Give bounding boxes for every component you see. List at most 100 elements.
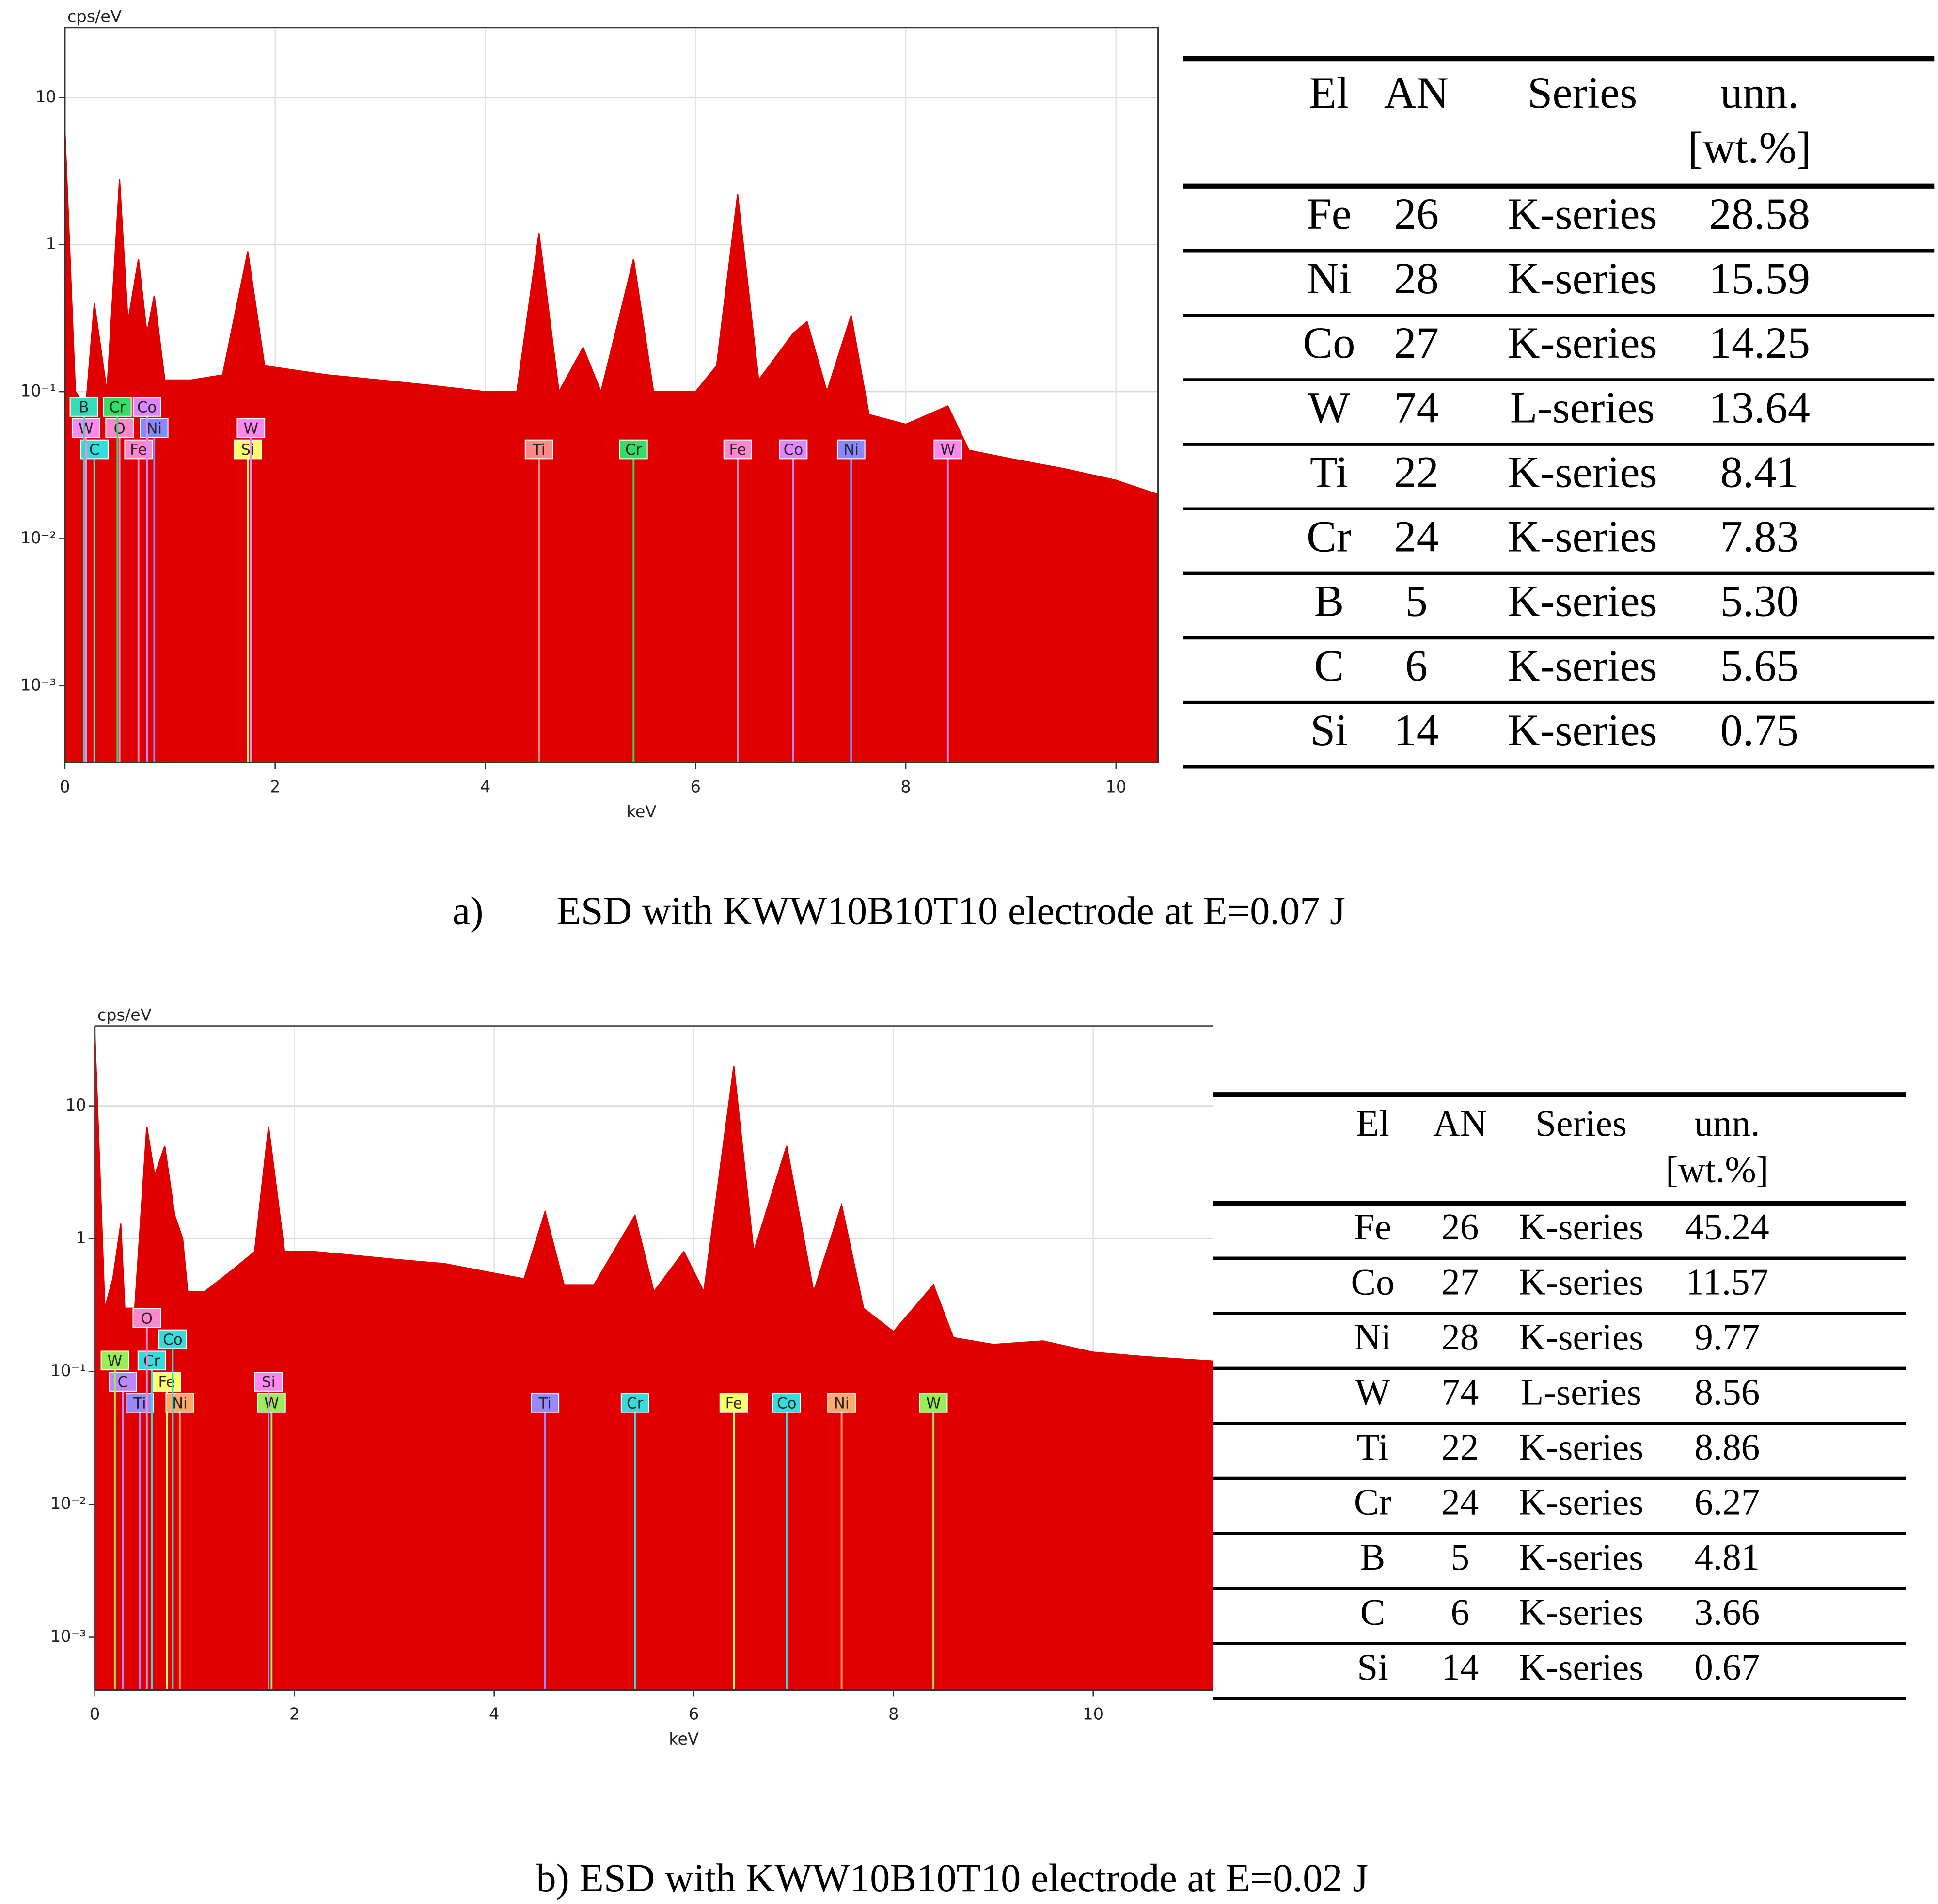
y-axis-label: cps/eV	[67, 7, 122, 26]
marker-box	[132, 1308, 161, 1328]
table-cell: 9.77	[1694, 1316, 1760, 1358]
marker-label: Co	[784, 441, 803, 459]
table-cell: 8.41	[1720, 447, 1799, 497]
marker-label: Ti	[538, 1395, 552, 1412]
marker-label: Co	[777, 1395, 796, 1412]
table-cell: K-series	[1519, 1591, 1643, 1633]
marker-label: Cr	[109, 399, 126, 416]
marker-box	[779, 439, 808, 460]
plot-frame	[64, 27, 1159, 763]
table-cell: Fe	[1307, 189, 1352, 239]
table-cell: K-series	[1508, 512, 1657, 562]
x-tick-label: 6	[689, 1705, 699, 1724]
marker-label: Ni	[843, 441, 859, 459]
table-cell: 4.81	[1694, 1536, 1760, 1578]
table-cell: K-series	[1519, 1426, 1643, 1468]
marker-box	[836, 439, 866, 460]
marker-box	[109, 1372, 137, 1392]
table-cell: 5.65	[1720, 641, 1799, 691]
table-cell: 24	[1394, 512, 1439, 562]
marker-box	[71, 418, 100, 438]
table-cell: 28.58	[1709, 189, 1810, 239]
table-cell: K-series	[1519, 1646, 1643, 1688]
table-header: El	[1356, 1102, 1389, 1144]
x-tick-label: 4	[489, 1705, 499, 1724]
table-cell: Si	[1310, 705, 1348, 755]
table-cell: K-series	[1519, 1316, 1643, 1358]
table-cell: 5	[1450, 1536, 1469, 1578]
table-cell: Si	[1357, 1646, 1388, 1688]
marker-box	[620, 1393, 649, 1413]
y-tick-label: 10⁻²	[50, 1494, 86, 1513]
marker-label: W	[108, 1352, 123, 1370]
table-cell: 5	[1405, 576, 1427, 626]
table-header: unn.	[1720, 68, 1799, 118]
table-cell: Fe	[1354, 1206, 1391, 1248]
marker-label: Si	[262, 1374, 275, 1391]
marker-box	[233, 439, 262, 460]
table-cell: 6	[1450, 1591, 1469, 1633]
x-tick-label: 0	[60, 777, 70, 796]
x-tick-label: 4	[480, 777, 490, 796]
marker-box	[103, 397, 132, 417]
y-tick-label: 1	[76, 1228, 86, 1247]
table-cell: Co	[1303, 318, 1355, 368]
marker-box	[919, 1393, 948, 1413]
x-tick-label: 10	[1106, 777, 1127, 796]
marker-box	[524, 439, 553, 460]
marker-box	[827, 1393, 856, 1413]
marker-label: B	[79, 399, 89, 416]
y-tick-label: 10	[65, 1095, 86, 1114]
marker-label: Cr	[627, 1395, 644, 1412]
marker-label: Fe	[729, 441, 746, 459]
table-cell: W	[1308, 382, 1351, 432]
table-cell: 26	[1394, 189, 1439, 239]
table-cell: 14.25	[1709, 318, 1810, 368]
table-cell: 28	[1394, 254, 1439, 303]
table-header: El	[1309, 68, 1349, 118]
marker-box	[165, 1393, 194, 1413]
table-cell: B	[1360, 1536, 1386, 1578]
marker-box	[100, 1350, 129, 1371]
marker-label: Ni	[146, 420, 162, 437]
marker-label: Cr	[625, 441, 642, 459]
table-header-units: [wt.%]	[1666, 1148, 1768, 1190]
x-tick-label: 8	[888, 1705, 898, 1724]
marker-box	[105, 418, 134, 438]
table-header: AN	[1384, 68, 1449, 118]
table-cell: 7.83	[1720, 512, 1799, 562]
table-cell: 28	[1441, 1316, 1479, 1358]
marker-label: Si	[241, 441, 254, 459]
table-header: Series	[1528, 68, 1638, 118]
caption: b) ESD with KWW10B10T10 electrode at E=0…	[536, 1856, 1368, 1900]
table-cell: K-series	[1519, 1206, 1643, 1248]
table-cell: K-series	[1508, 447, 1657, 497]
table-cell: K-series	[1508, 576, 1657, 626]
marker-box	[152, 1372, 181, 1392]
table-cell: L-series	[1521, 1371, 1641, 1412]
table-header: Series	[1535, 1102, 1627, 1144]
x-axis-label: keV	[627, 802, 657, 821]
marker-box	[236, 418, 266, 438]
marker-box	[723, 439, 752, 460]
table-cell: 45.24	[1685, 1206, 1769, 1248]
marker-box	[772, 1393, 801, 1413]
table-cell: 6.27	[1694, 1481, 1760, 1523]
y-tick-label: 10⁻³	[50, 1627, 86, 1646]
marker-label: Fe	[725, 1395, 742, 1412]
table-cell: 22	[1394, 447, 1439, 497]
marker-label: Ni	[834, 1395, 850, 1412]
chart: C Fe Si Ti Cr Fe Co Ni W O Ni W W Cr Co B 10⁻³ 10⁻² 10⁻¹ 1 1…	[20, 7, 1159, 821]
caption: ESD with KWW10B10T10 electrode at E=0.07…	[556, 889, 1345, 933]
table-cell: 0.67	[1694, 1646, 1760, 1688]
table-cell: Ti	[1357, 1426, 1389, 1468]
marker-label: C	[118, 1374, 128, 1391]
table-cell: B	[1314, 576, 1344, 626]
marker-label: Fe	[130, 441, 147, 459]
y-tick-label: 10⁻¹	[20, 381, 56, 400]
marker-box	[158, 1329, 187, 1349]
table-cell: 26	[1441, 1206, 1479, 1248]
